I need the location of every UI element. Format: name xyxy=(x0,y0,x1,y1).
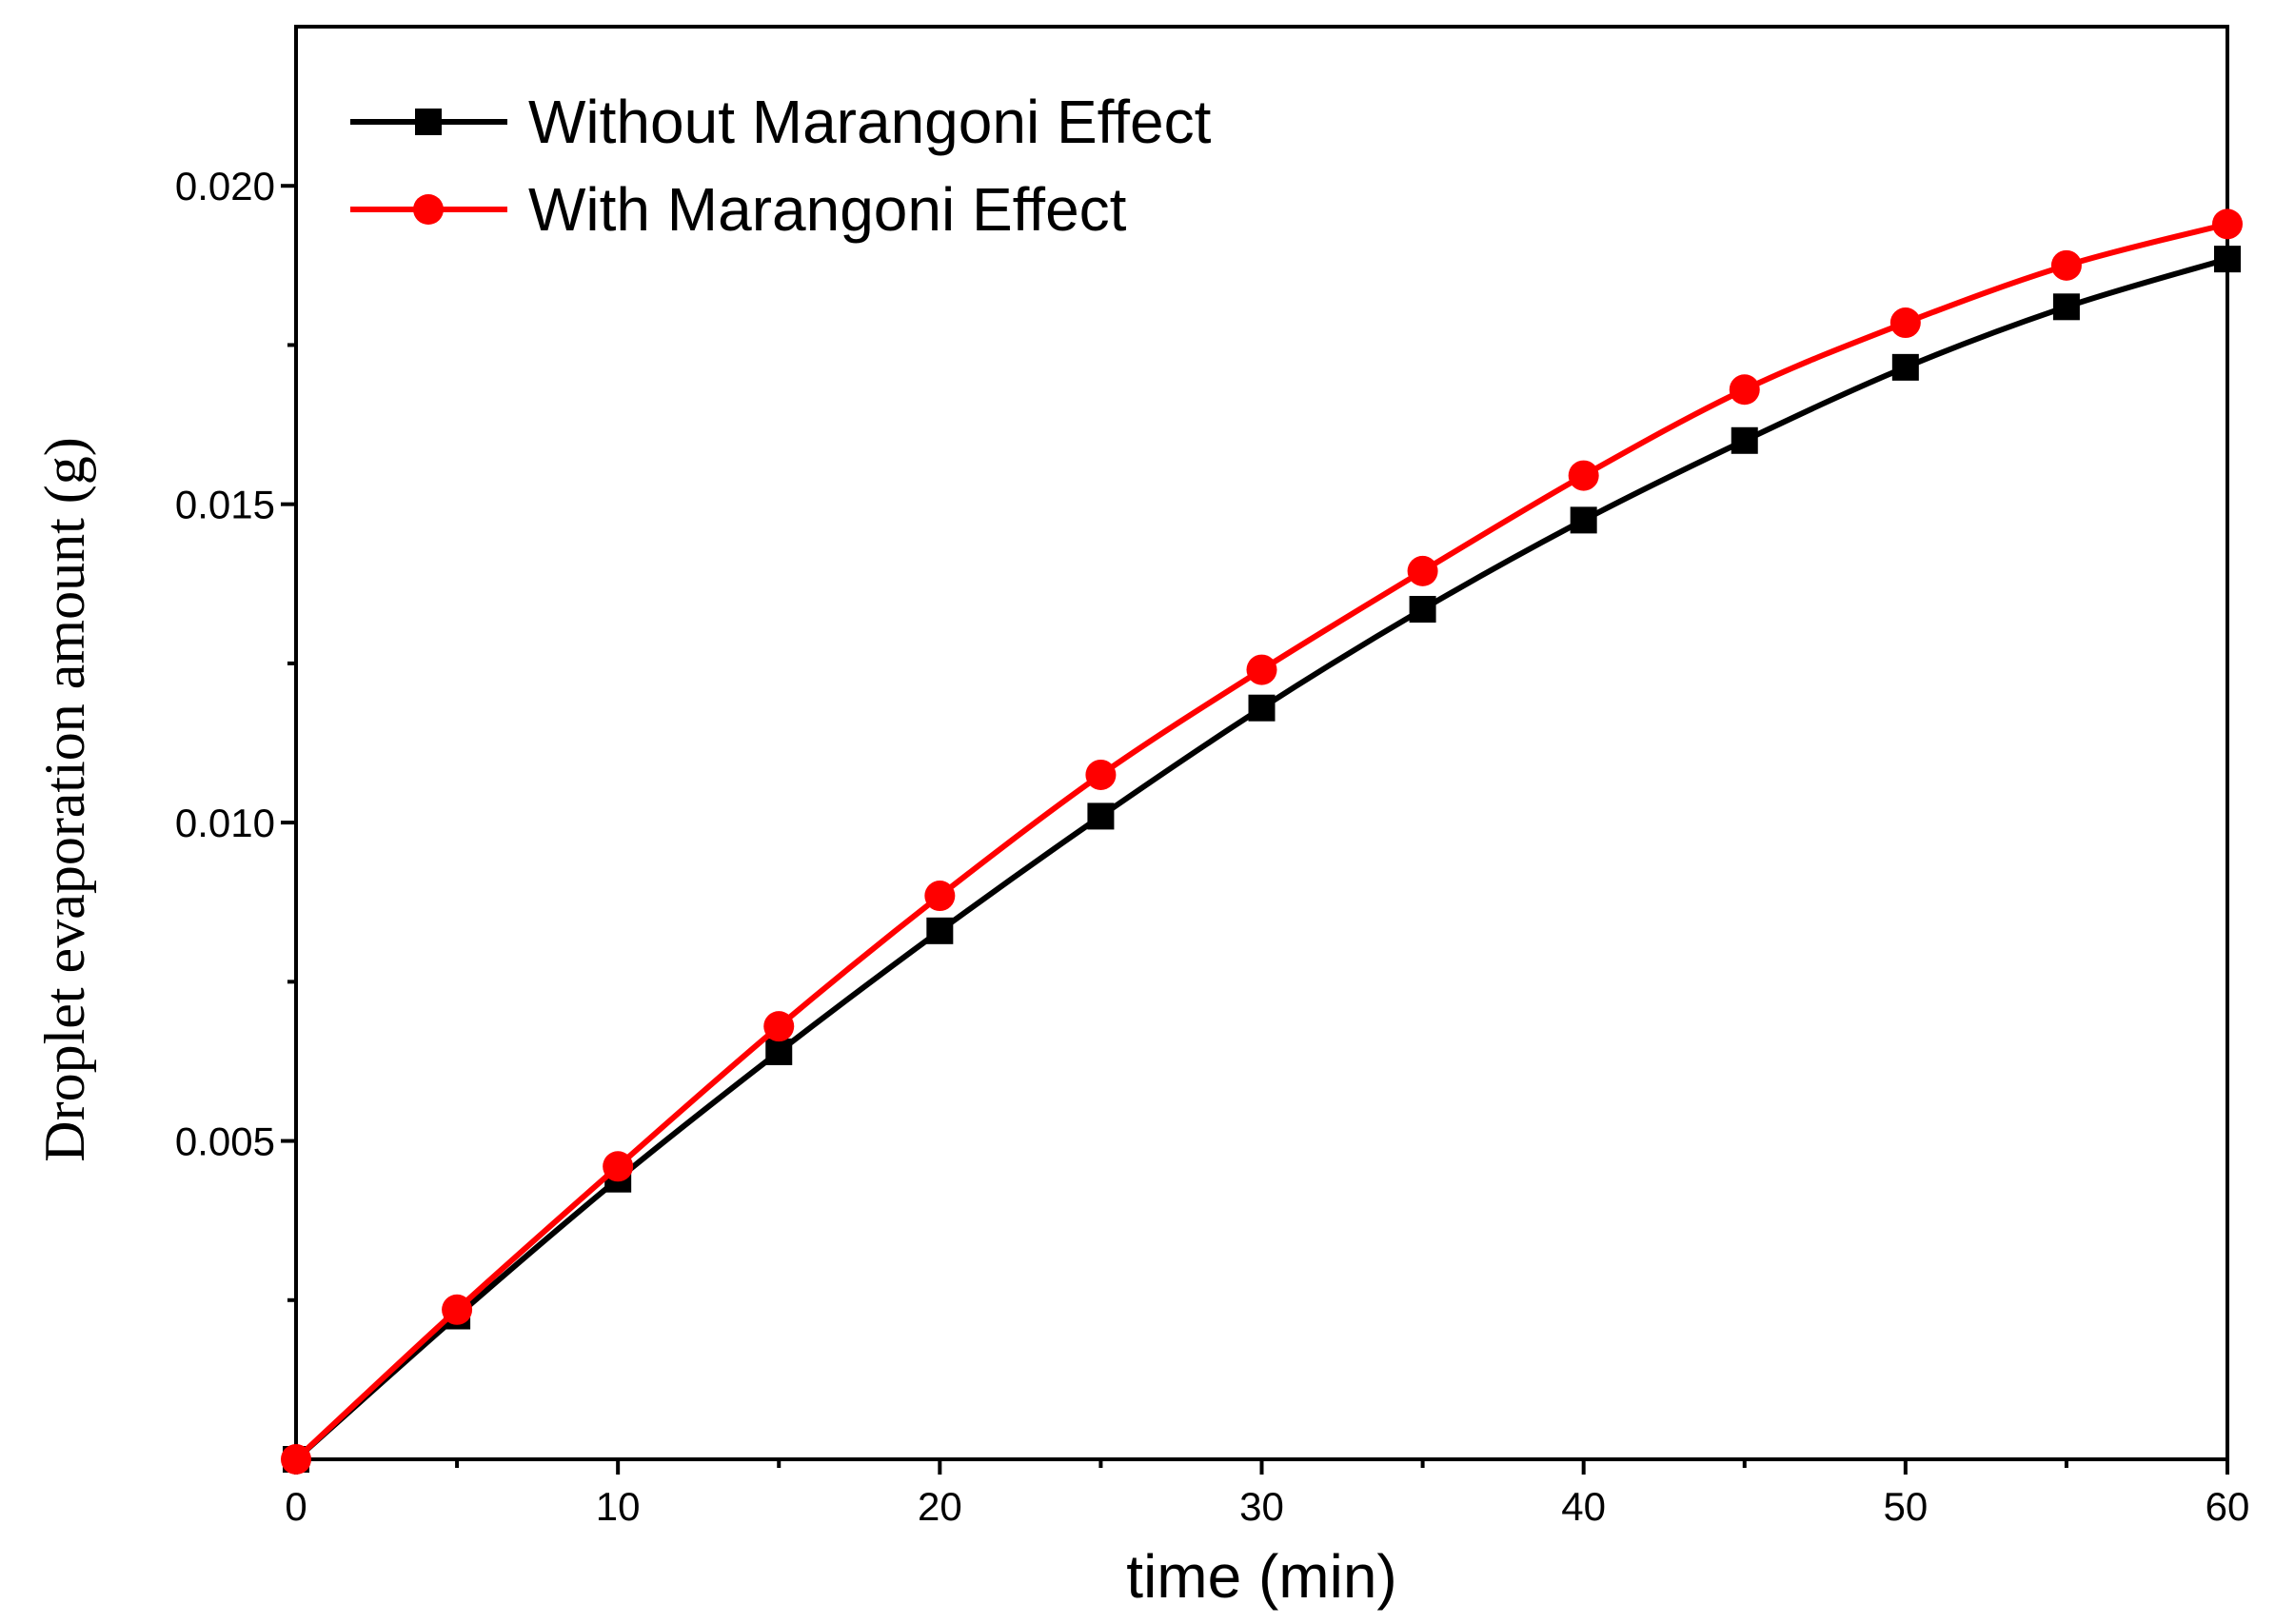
y-tick-label: 0.015 xyxy=(175,483,275,527)
data-point xyxy=(1246,654,1277,685)
data-point xyxy=(442,1294,473,1325)
legend-entry: With Marangoni Effect xyxy=(350,175,1127,244)
x-tick-label: 40 xyxy=(1561,1484,1606,1529)
data-point xyxy=(1891,353,1919,381)
data-point xyxy=(1248,694,1276,722)
data-point xyxy=(1889,307,1921,339)
data-point xyxy=(924,881,956,912)
data-point xyxy=(2050,249,2082,281)
y-tick-label: 0.010 xyxy=(175,801,275,845)
x-tick-label: 10 xyxy=(596,1484,641,1529)
x-tick-label: 50 xyxy=(1883,1484,1928,1529)
data-point xyxy=(2052,293,2080,321)
x-tick-label: 0 xyxy=(285,1484,307,1529)
y-axis-title: Droplet evaporation amount (g) xyxy=(33,437,96,1161)
legend-marker xyxy=(413,194,444,225)
data-point xyxy=(765,1038,793,1065)
series-line xyxy=(294,256,2228,1462)
data-point xyxy=(926,917,954,944)
data-point xyxy=(603,1151,634,1182)
data-point xyxy=(1087,802,1115,830)
data-point xyxy=(1570,506,1597,534)
y-tick-label: 0.005 xyxy=(175,1119,275,1164)
y-tick-label: 0.020 xyxy=(175,164,275,208)
x-axis-title: time (min) xyxy=(1126,1542,1396,1611)
data-point xyxy=(1731,426,1758,454)
series-line xyxy=(293,221,2228,1462)
data-point xyxy=(1085,759,1117,790)
data-point xyxy=(1568,460,1599,491)
legend-label: With Marangoni Effect xyxy=(528,175,1127,244)
data-point xyxy=(2214,246,2241,273)
data-point xyxy=(763,1011,795,1042)
data-point xyxy=(1409,596,1436,624)
series-1 xyxy=(283,246,2241,1473)
data-point xyxy=(1729,374,1760,406)
data-point xyxy=(2212,208,2243,240)
legend-label: Without Marangoni Effect xyxy=(528,88,1212,156)
x-tick-label: 60 xyxy=(2206,1484,2250,1529)
data-point xyxy=(1407,555,1438,586)
x-tick-label: 20 xyxy=(918,1484,962,1529)
legend-marker xyxy=(415,109,442,135)
series-2 xyxy=(281,208,2243,1475)
legend-entry: Without Marangoni Effect xyxy=(350,88,1212,156)
data-point xyxy=(281,1444,311,1475)
x-tick-label: 30 xyxy=(1239,1484,1284,1529)
